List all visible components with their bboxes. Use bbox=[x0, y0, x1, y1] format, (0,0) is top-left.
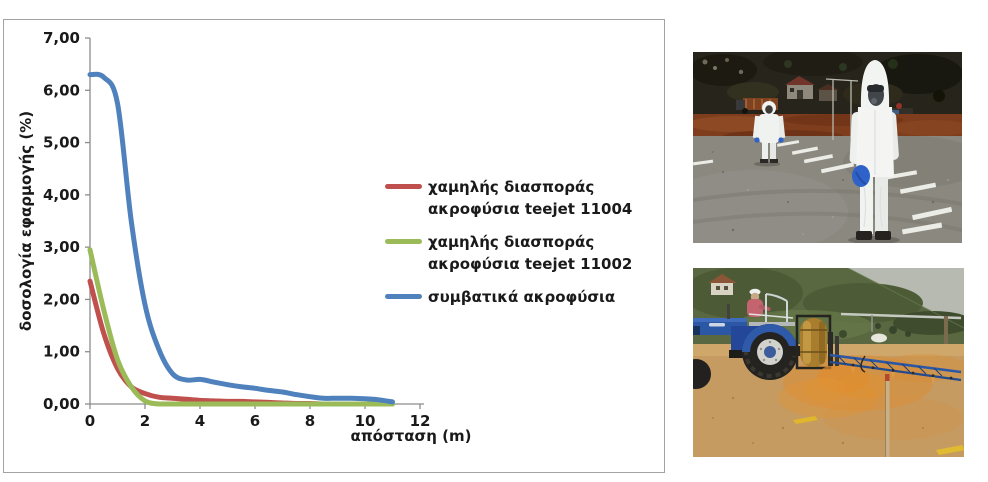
hillside-background bbox=[693, 52, 962, 116]
legend-label-line1: χαμηλής διασποράς bbox=[428, 178, 595, 196]
legend-label-line1: συμβατικά ακροφύσια bbox=[428, 288, 616, 306]
series-line-1 bbox=[87, 247, 395, 407]
legend-label: συμβατικά ακροφύσια bbox=[428, 286, 615, 308]
legend-label: χαμηλής διασποράς ακροφύσια teejet 11004 bbox=[428, 176, 632, 220]
chart-plot-area: 0,00 1,00 2,00 3,00 4,00 5,00 6,00 7,00 0 2 4 6 8 10 1… bbox=[43, 29, 431, 430]
survey-stake bbox=[885, 374, 890, 457]
x-tick-label: 2 bbox=[140, 412, 150, 430]
collector-strips bbox=[693, 140, 953, 235]
legend-item-teejet-11002: χαμηλής διασποράς ακροφύσια teejet 11002 bbox=[385, 231, 632, 275]
y-tick-label: 5,00 bbox=[43, 134, 80, 152]
near-operator bbox=[848, 60, 900, 243]
boom-sprayer bbox=[828, 332, 962, 384]
y-tick-label: 6,00 bbox=[43, 81, 80, 99]
y-tick-label: 1,00 bbox=[43, 343, 80, 361]
farmhouse bbox=[708, 274, 737, 295]
measurement-frame bbox=[825, 78, 859, 140]
yellow-markers bbox=[793, 416, 964, 455]
spray-cloud bbox=[803, 363, 889, 402]
y-tick-label: 4,00 bbox=[43, 186, 80, 204]
y-tick-label: 2,00 bbox=[43, 290, 80, 308]
axes bbox=[89, 38, 424, 405]
far-operator bbox=[752, 101, 786, 167]
tractor-boom-sprayer-photo bbox=[693, 268, 964, 457]
legend-line-swatch-blue bbox=[385, 294, 422, 299]
legend-item-teejet-11004: χαμηλής διασποράς ακροφύσια teejet 11004 bbox=[385, 176, 632, 220]
x-tick-label: 12 bbox=[410, 412, 431, 430]
spray-deposit-trial-photo bbox=[693, 52, 962, 243]
legend-line-swatch-red bbox=[385, 184, 422, 189]
x-tick-label: 0 bbox=[85, 412, 95, 430]
x-tick-label: 4 bbox=[195, 412, 205, 430]
y-tick-label: 0,00 bbox=[43, 395, 80, 413]
x-tick-label: 10 bbox=[355, 412, 376, 430]
x-axis-title: απόσταση (m) bbox=[350, 427, 472, 445]
sprayer-tank bbox=[795, 314, 832, 370]
dose-distance-chart: 0,00 1,00 2,00 3,00 4,00 5,00 6,00 7,00 0 2 4 6 8 10 1… bbox=[3, 19, 665, 473]
x-tick-label: 6 bbox=[250, 412, 260, 430]
legend-item-conventional: συμβατικά ακροφύσια bbox=[385, 286, 632, 308]
legend-line-swatch-green bbox=[385, 239, 422, 244]
legend-label-line2: ακροφύσια teejet 11004 bbox=[428, 200, 633, 218]
legend-label: χαμηλής διασποράς ακροφύσια teejet 11002 bbox=[428, 231, 632, 275]
y-tick-label: 7,00 bbox=[43, 29, 80, 47]
chart-legend: χαμηλής διασποράς ακροφύσια teejet 11004… bbox=[385, 176, 632, 319]
series-line-2 bbox=[87, 71, 395, 405]
legend-label-line2: ακροφύσια teejet 11002 bbox=[428, 255, 633, 273]
farm-buildings bbox=[736, 76, 839, 114]
y-axis-title: δοσολογία εφαρμογής (%) bbox=[17, 110, 35, 332]
legend-label-line1: χαμηλής διασποράς bbox=[428, 233, 595, 251]
x-tick-label: 8 bbox=[305, 412, 315, 430]
y-tick-label: 3,00 bbox=[43, 238, 80, 256]
